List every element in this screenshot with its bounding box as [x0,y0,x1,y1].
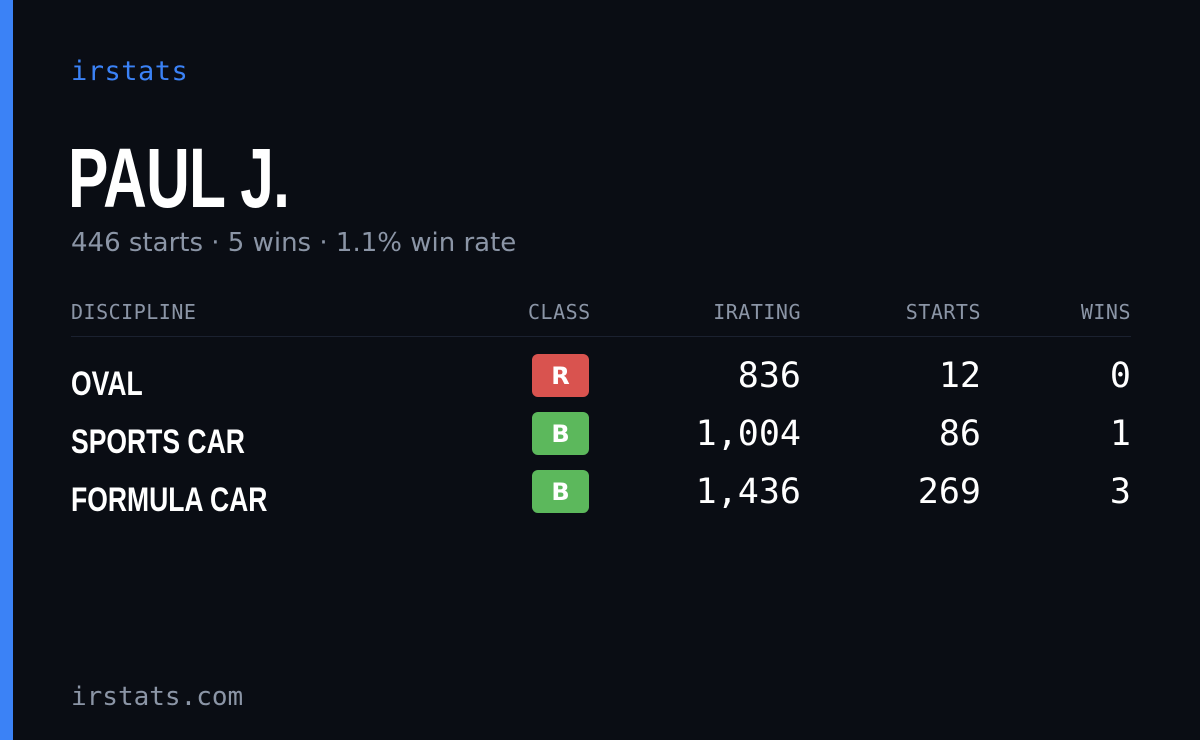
class-badge: R [532,354,589,397]
brand-logo: irstats [71,56,189,87]
starts-value: 269 [917,472,981,512]
discipline-name: SPORTS CAR [71,423,245,461]
irating-value: 1,436 [695,472,801,512]
header-discipline: DISCIPLINE [71,300,197,324]
table-body: OVAL R 836 12 0 SPORTS CAR B 1,004 86 1 … [71,354,1131,528]
header-starts: STARTS [905,300,981,324]
stats-table: DISCIPLINE CLASS IRATING STARTS WINS OVA… [71,298,1131,528]
table-row: SPORTS CAR B 1,004 86 1 [71,412,1131,470]
header-class: CLASS [528,300,591,324]
wins-value: 0 [1109,356,1131,396]
discipline-name: FORMULA CAR [71,481,268,519]
accent-bar [0,0,13,740]
header-irating: IRATING [713,300,801,324]
irating-value: 1,004 [695,414,801,454]
header-wins: WINS [1080,300,1131,324]
class-badge: B [532,412,589,455]
wins-value: 3 [1109,472,1131,512]
starts-value: 86 [938,414,981,454]
driver-summary: 446 starts · 5 wins · 1.1% win rate [71,228,517,258]
footer-site-link[interactable]: irstats.com [71,682,244,712]
wins-value: 1 [1109,414,1131,454]
class-badge: B [532,470,589,513]
irating-value: 836 [737,356,801,396]
table-header: DISCIPLINE CLASS IRATING STARTS WINS [71,298,1131,337]
table-row: FORMULA CAR B 1,436 269 3 [71,470,1131,528]
discipline-name: OVAL [71,365,143,403]
driver-name: PAUL J. [68,131,290,225]
starts-value: 12 [938,356,981,396]
table-row: OVAL R 836 12 0 [71,354,1131,412]
